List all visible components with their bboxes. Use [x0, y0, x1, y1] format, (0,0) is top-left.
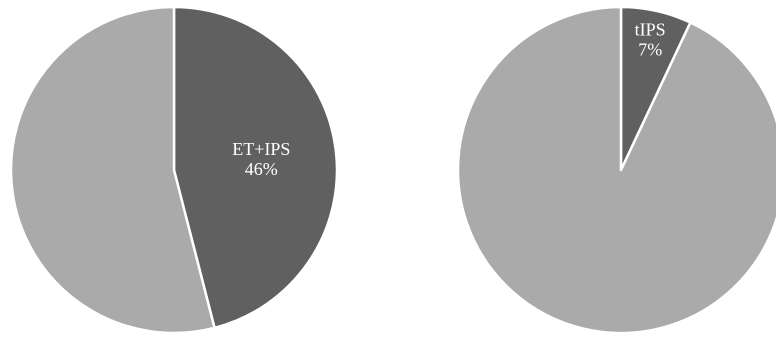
- pie-0-slice-0-value-label: 46%: [245, 159, 278, 179]
- pie-1-slice-0-label: tIPS: [635, 20, 666, 40]
- pie-0-slice-1: [9, 5, 216, 335]
- pie-0-slice-0-label: ET+IPS: [232, 139, 290, 159]
- pie-1-slice-1: [456, 5, 776, 335]
- pie-1-slice-0-value-label: 7%: [638, 40, 662, 60]
- pie-0-slice-0: [172, 5, 339, 330]
